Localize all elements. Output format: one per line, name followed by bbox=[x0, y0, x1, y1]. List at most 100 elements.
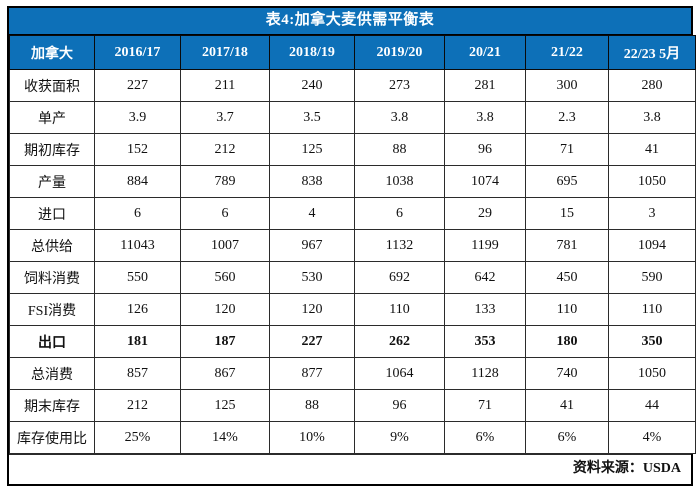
cell-value: 6% bbox=[444, 421, 526, 454]
row-label-column-header: 加拿大 bbox=[9, 35, 95, 70]
cell-value: 857 bbox=[94, 357, 181, 390]
table-row: 单产 3.9 3.7 3.5 3.8 3.8 2.3 3.8 bbox=[9, 101, 696, 134]
cell-value: 1128 bbox=[444, 357, 526, 390]
cell-value: 280 bbox=[608, 69, 696, 102]
table-row: 期初库存 152 212 125 88 96 71 41 bbox=[9, 133, 696, 166]
row-label: 库存使用比 bbox=[9, 421, 95, 454]
cell-value: 6 bbox=[94, 197, 181, 230]
table-row: 库存使用比 25% 14% 10% 9% 6% 6% 4% bbox=[9, 421, 696, 454]
cell-value: 692 bbox=[354, 261, 445, 294]
cell-value: 227 bbox=[269, 325, 355, 358]
cell-value: 11043 bbox=[94, 229, 181, 262]
cell-value: 88 bbox=[269, 389, 355, 422]
table-row: FSI消费 126 120 120 110 133 110 110 bbox=[9, 293, 696, 326]
cell-value: 1038 bbox=[354, 165, 445, 198]
cell-value: 110 bbox=[525, 293, 609, 326]
cell-value: 3.8 bbox=[608, 101, 696, 134]
cell-value: 867 bbox=[180, 357, 270, 390]
year-column-header: 2017/18 bbox=[180, 35, 270, 70]
cell-value: 3.8 bbox=[354, 101, 445, 134]
cell-value: 300 bbox=[525, 69, 609, 102]
cell-value: 3.9 bbox=[94, 101, 181, 134]
cell-value: 1132 bbox=[354, 229, 445, 262]
cell-value: 133 bbox=[444, 293, 526, 326]
cell-value: 2.3 bbox=[525, 101, 609, 134]
cell-value: 211 bbox=[180, 69, 270, 102]
row-label: FSI消费 bbox=[9, 293, 95, 326]
table-row: 总供给 11043 1007 967 1132 1199 781 1094 bbox=[9, 229, 696, 262]
cell-value: 1074 bbox=[444, 165, 526, 198]
supply-demand-balance-table: 表4:加拿大麦供需平衡表 加拿大 2016/17 2017/18 2018/19 201… bbox=[7, 6, 696, 486]
cell-value: 120 bbox=[269, 293, 355, 326]
cell-value: 180 bbox=[525, 325, 609, 358]
year-column-header: 21/22 bbox=[525, 35, 609, 70]
table-row: 进口 6 6 4 6 29 15 3 bbox=[9, 197, 696, 230]
row-label: 单产 bbox=[9, 101, 95, 134]
cell-value: 530 bbox=[269, 261, 355, 294]
cell-value: 96 bbox=[444, 133, 526, 166]
cell-value: 1050 bbox=[608, 357, 696, 390]
cell-value: 877 bbox=[269, 357, 355, 390]
cell-value: 6 bbox=[180, 197, 270, 230]
table-row: 出口 181 187 227 262 353 180 350 bbox=[9, 325, 696, 358]
table-row: 产量 884 789 838 1038 1074 695 1050 bbox=[9, 165, 696, 198]
cell-value: 838 bbox=[269, 165, 355, 198]
cell-value: 212 bbox=[94, 389, 181, 422]
row-label: 总消费 bbox=[9, 357, 95, 390]
cell-value: 9% bbox=[354, 421, 445, 454]
cell-value: 126 bbox=[94, 293, 181, 326]
row-label: 期初库存 bbox=[9, 133, 95, 166]
cell-value: 1199 bbox=[444, 229, 526, 262]
cell-value: 6% bbox=[525, 421, 609, 454]
cell-value: 3 bbox=[608, 197, 696, 230]
cell-value: 4 bbox=[269, 197, 355, 230]
cell-value: 1007 bbox=[180, 229, 270, 262]
cell-value: 3.7 bbox=[180, 101, 270, 134]
cell-value: 740 bbox=[525, 357, 609, 390]
cell-value: 187 bbox=[180, 325, 270, 358]
cell-value: 590 bbox=[608, 261, 696, 294]
cell-value: 781 bbox=[525, 229, 609, 262]
table-row: 收获面积 227 211 240 273 281 300 280 bbox=[9, 69, 696, 102]
cell-value: 4% bbox=[608, 421, 696, 454]
cell-value: 642 bbox=[444, 261, 526, 294]
table-row: 饲料消费 550 560 530 692 642 450 590 bbox=[9, 261, 696, 294]
year-column-header: 2018/19 bbox=[269, 35, 355, 70]
row-label: 产量 bbox=[9, 165, 95, 198]
cell-value: 71 bbox=[525, 133, 609, 166]
cell-value: 120 bbox=[180, 293, 270, 326]
cell-value: 152 bbox=[94, 133, 181, 166]
cell-value: 240 bbox=[269, 69, 355, 102]
cell-value: 25% bbox=[94, 421, 181, 454]
cell-value: 695 bbox=[525, 165, 609, 198]
cell-value: 44 bbox=[608, 389, 696, 422]
cell-value: 125 bbox=[269, 133, 355, 166]
cell-value: 125 bbox=[180, 389, 270, 422]
cell-value: 273 bbox=[354, 69, 445, 102]
cell-value: 88 bbox=[354, 133, 445, 166]
row-label: 饲料消费 bbox=[9, 261, 95, 294]
table-row: 总消费 857 867 877 1064 1128 740 1050 bbox=[9, 357, 696, 390]
table-row: 期末库存 212 125 88 96 71 41 44 bbox=[9, 389, 696, 422]
cell-value: 15 bbox=[525, 197, 609, 230]
data-grid: 加拿大 2016/17 2017/18 2018/19 2019/20 20/21 21/2… bbox=[9, 35, 696, 454]
year-column-header: 2016/17 bbox=[94, 35, 181, 70]
cell-value: 1050 bbox=[608, 165, 696, 198]
year-column-header: 22/23 5月 bbox=[608, 35, 696, 70]
cell-value: 96 bbox=[354, 389, 445, 422]
cell-value: 262 bbox=[354, 325, 445, 358]
cell-value: 41 bbox=[608, 133, 696, 166]
cell-value: 884 bbox=[94, 165, 181, 198]
cell-value: 789 bbox=[180, 165, 270, 198]
row-label: 出口 bbox=[9, 325, 95, 358]
cell-value: 3.8 bbox=[444, 101, 526, 134]
cell-value: 3.5 bbox=[269, 101, 355, 134]
cell-value: 353 bbox=[444, 325, 526, 358]
year-column-header: 2019/20 bbox=[354, 35, 445, 70]
cell-value: 6 bbox=[354, 197, 445, 230]
cell-value: 41 bbox=[525, 389, 609, 422]
cell-value: 550 bbox=[94, 261, 181, 294]
cell-value: 71 bbox=[444, 389, 526, 422]
cell-value: 181 bbox=[94, 325, 181, 358]
cell-value: 227 bbox=[94, 69, 181, 102]
